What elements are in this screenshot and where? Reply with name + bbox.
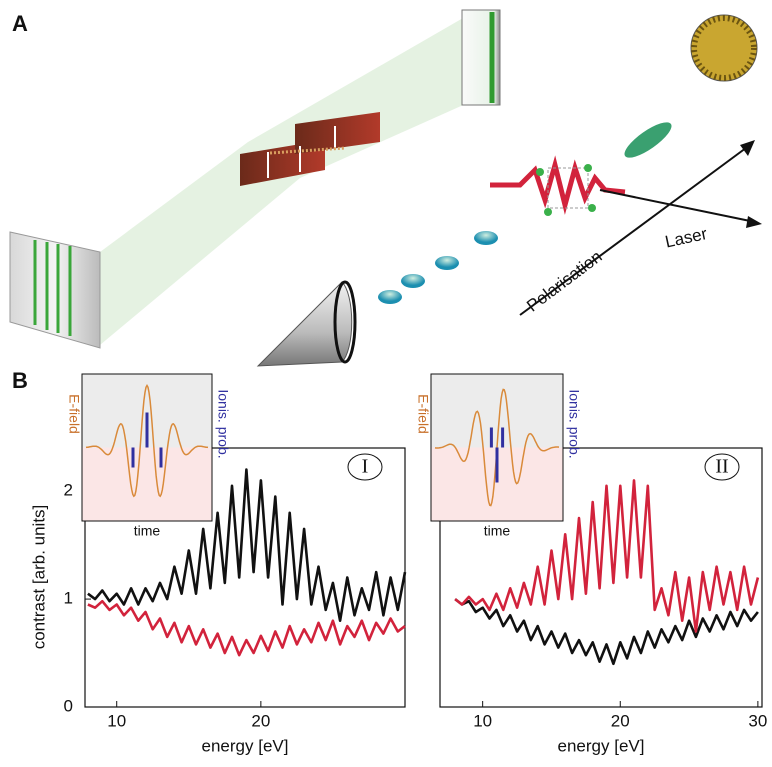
- annotation-circle: [704, 453, 740, 481]
- inset-left-label: E-field: [415, 394, 431, 434]
- annotation: II: [715, 456, 728, 478]
- laser-label: Laser: [663, 224, 709, 251]
- x-axis-label: energy [eV]: [202, 736, 289, 755]
- y-tick-label: 2: [64, 481, 73, 500]
- x-tick-label: 10: [473, 711, 492, 730]
- inset-left-label: E-field: [66, 394, 82, 434]
- panel-a-illustration: [9, 9, 762, 367]
- x-tick-label: 20: [611, 711, 630, 730]
- x-tick-label: 20: [251, 711, 270, 730]
- inset-frame: [430, 373, 564, 522]
- inset-lower: [82, 447, 212, 521]
- x-axis-label: energy [eV]: [558, 736, 645, 755]
- panel-label: B: [12, 368, 28, 393]
- inset-upper: [431, 374, 563, 448]
- inset-right-label: Ionis. prob.: [566, 389, 582, 458]
- data-line: [87, 468, 407, 622]
- annotation-circle: [347, 453, 383, 481]
- inset-frame: [81, 373, 213, 522]
- inset-bottom-label: time: [134, 523, 161, 539]
- annotation: I: [362, 456, 369, 478]
- data-line: [454, 598, 759, 666]
- y-tick-label: 0: [64, 696, 73, 715]
- data-line: [87, 599, 406, 657]
- polarisation-label: Polarisation: [523, 247, 605, 316]
- inset-right-label: Ionis. prob.: [215, 389, 231, 458]
- x-tick-label: 10: [107, 711, 126, 730]
- panel-label: A: [12, 11, 28, 36]
- inset-field: [85, 383, 209, 498]
- y-axis-label: contrast [arb. units]: [29, 505, 48, 650]
- x-tick-label: 30: [748, 711, 767, 730]
- y-tick-label: 1: [64, 589, 73, 608]
- data-line: [454, 479, 760, 633]
- inset-bottom-label: time: [484, 523, 511, 539]
